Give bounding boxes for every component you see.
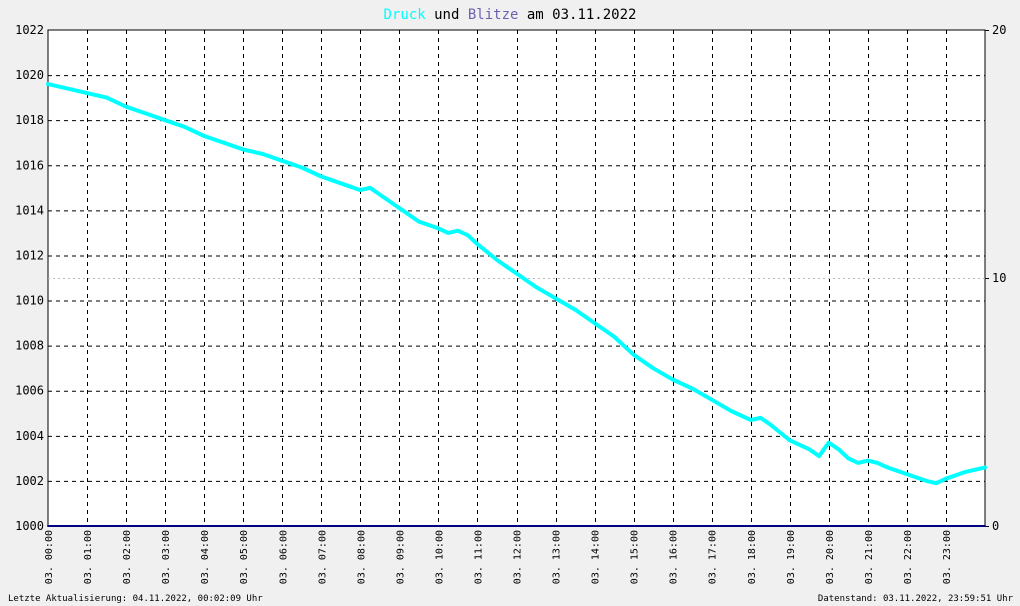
y-right-tick-label: 0 (992, 519, 999, 533)
y-left-tick-label: 1002 (15, 474, 44, 488)
x-tick-label: 03. 11:00 (473, 530, 484, 584)
x-tick-label: 03. 07:00 (317, 530, 328, 584)
x-tick-label: 03. 00:00 (44, 530, 55, 584)
x-tick-label: 03. 14:00 (591, 530, 602, 584)
x-tick-label: 03. 17:00 (708, 530, 719, 584)
x-tick-label: 03. 18:00 (747, 530, 758, 584)
y-left-tick-label: 1020 (15, 68, 44, 82)
y-left-tick-label: 1000 (15, 519, 44, 533)
y-left-tick-label: 1016 (15, 158, 44, 172)
y-left-tick-label: 1012 (15, 248, 44, 262)
x-tick-label: 03. 04:00 (200, 530, 211, 584)
x-tick-label: 03. 02:00 (122, 530, 133, 584)
title-date: am 03.11.2022 (518, 7, 636, 23)
x-tick-label: 03. 01:00 (83, 530, 94, 584)
x-tick-label: 03. 06:00 (278, 530, 289, 584)
y-right-tick-label: 20 (992, 23, 1006, 37)
y-left-tick-label: 1022 (15, 23, 44, 37)
y-left-tick-label: 1018 (15, 113, 44, 127)
title-blitze: Blitze (468, 7, 519, 23)
x-tick-label: 03. 05:00 (239, 530, 250, 584)
y-axis-right: 0 10 20 (985, 23, 1006, 533)
footer-last-update: Letzte Aktualisierung: 04.11.2022, 00:02… (8, 594, 263, 604)
x-tick-label: 03. 10:00 (434, 530, 445, 584)
x-tick-label: 03. 23:00 (942, 530, 953, 584)
x-tick-label: 03. 20:00 (825, 530, 836, 584)
series-layer (46, 82, 987, 527)
chart-title: Druck und Blitze am 03.11.2022 (384, 7, 637, 23)
y-axis-left: 1000 1002 1004 1006 1008 1010 1012 1014 1016 1018… (15, 23, 44, 533)
x-tick-label: 03. 09:00 (395, 530, 406, 584)
y-left-tick-label: 1006 (15, 384, 44, 398)
footer-data-status: Datenstand: 03.11.2022, 23:59:51 Uhr (818, 594, 1014, 604)
x-tick-label: 03. 03:00 (161, 530, 172, 584)
title-und: und (426, 7, 468, 23)
x-tick-label: 03. 08:00 (356, 530, 367, 584)
x-tick-label: 03. 22:00 (903, 530, 914, 584)
series-line-druck (46, 82, 987, 486)
x-tick-label: 03. 12:00 (513, 530, 524, 584)
x-tick-label: 03. 16:00 (669, 530, 680, 584)
title-druck: Druck (384, 7, 427, 23)
x-axis: 03. 00:00 03. 01:00 03. 02:00 03. 03:00 03. … (44, 530, 953, 584)
y-left-tick-label: 1014 (15, 203, 44, 217)
y-left-tick-label: 1004 (15, 429, 44, 443)
y-right-tick-label: 10 (992, 271, 1006, 285)
y-left-tick-label: 1008 (15, 339, 44, 353)
y-left-tick-label: 1010 (15, 294, 44, 308)
x-tick-label: 03. 13:00 (552, 530, 563, 584)
x-tick-label: 03. 15:00 (630, 530, 641, 584)
x-tick-label: 03. 21:00 (864, 530, 875, 584)
grid-lines (48, 30, 985, 526)
x-tick-label: 03. 19:00 (786, 530, 797, 584)
